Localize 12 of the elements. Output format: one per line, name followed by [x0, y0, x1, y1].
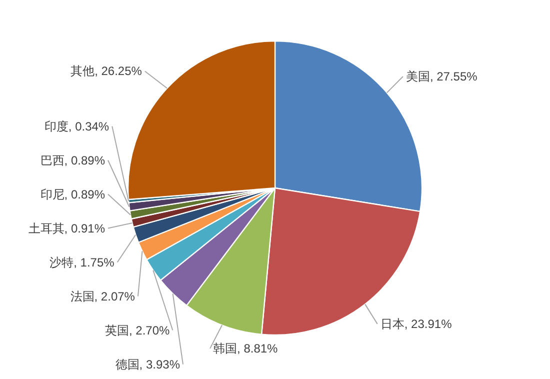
slice-label: 沙特, 1.75%	[50, 255, 115, 270]
slice-label: 美国, 27.55%	[406, 70, 478, 84]
slice-label: 巴西, 0.89%	[40, 153, 106, 168]
slice-label: 法国, 2.07%	[70, 289, 136, 304]
slice-label: 土耳其, 0.91%	[28, 221, 106, 236]
slice-label: 英国, 2.70%	[104, 323, 170, 338]
slice-label: 韩国, 8.81%	[213, 341, 278, 356]
slice-label: 印尼, 0.89%	[40, 187, 106, 202]
slice-label: 德国, 3.93%	[115, 357, 180, 372]
slice-label: 其他, 26.25%	[70, 64, 142, 78]
slice-label: 印度, 0.34%	[44, 119, 110, 134]
slice-label: 日本, 23.91%	[380, 316, 452, 331]
